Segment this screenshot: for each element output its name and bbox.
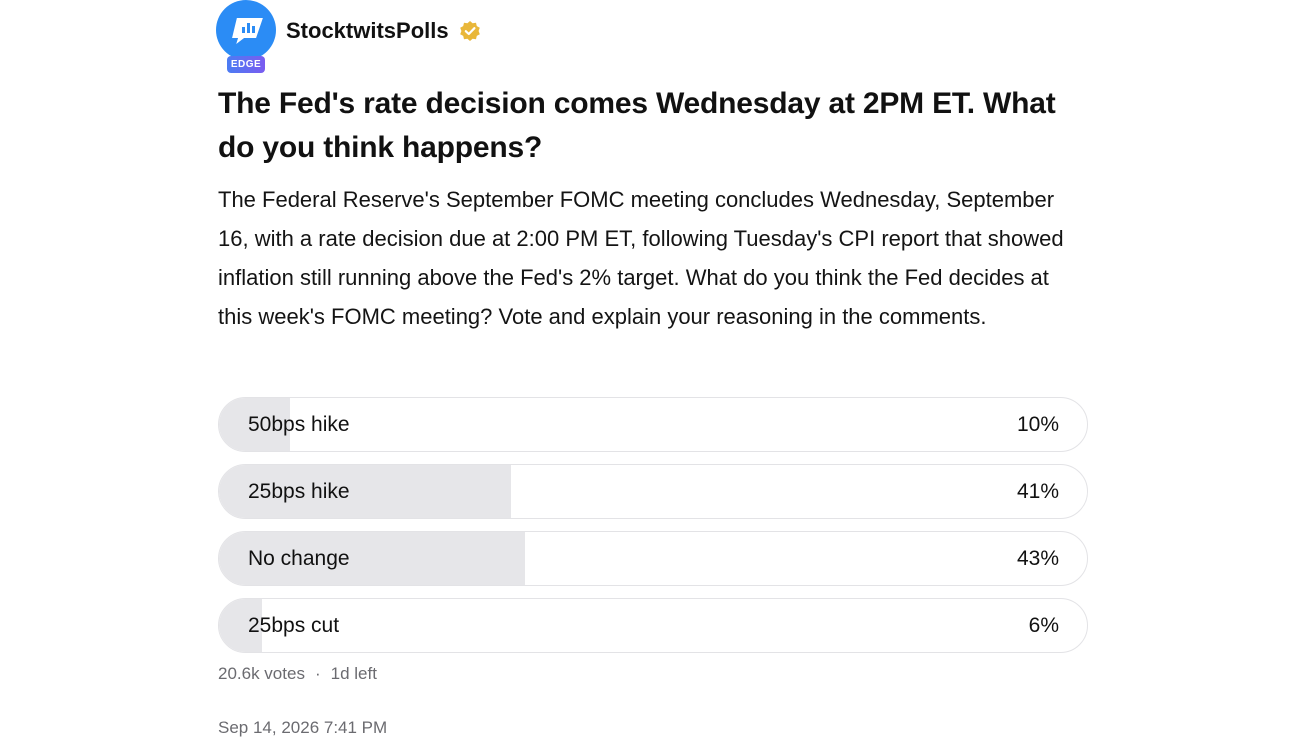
post-title: The Fed's rate decision comes Wednesday … [218, 87, 1056, 164]
meta-separator: · [314, 664, 321, 683]
time-left: 1d left [330, 664, 377, 683]
edge-badge: EDGE [227, 56, 265, 73]
stocktwits-chat-bubble-icon [216, 0, 276, 60]
poll-option-percent: 10% [1016, 412, 1059, 436]
poll-meta: 20.6k votes · 1d left [218, 664, 377, 684]
poll-option-fill [219, 465, 511, 518]
poll-option[interactable]: No change 43% [218, 531, 1088, 586]
poll-option-percent: 41% [1016, 479, 1059, 503]
poll-option[interactable]: 50bps hike 10% [218, 397, 1088, 452]
poll-option-fill [219, 599, 262, 652]
poll-option-label: 25bps hike [248, 479, 350, 503]
username[interactable]: StocktwitsPolls [286, 18, 449, 43]
poll-option-label: No change [248, 546, 350, 570]
verified-check-icon [459, 20, 481, 42]
poll-option-label: 50bps hike [248, 412, 350, 436]
poll-option[interactable]: 25bps hike 41% [218, 464, 1088, 519]
post-description: The Federal Reserve's September FOMC mee… [218, 187, 1064, 329]
poll-option-percent: 43% [1016, 546, 1059, 570]
username-row: StocktwitsPolls [286, 16, 481, 46]
poll-post: EDGE StocktwitsPolls The Fed's rate deci… [216, 0, 1088, 737]
post-timestamp[interactable]: Sep 14, 2026 7:41 PM [218, 718, 388, 737]
vote-count: 20.6k votes [218, 664, 305, 683]
poll-option-label: 25bps cut [248, 613, 340, 637]
poll-option-fill [219, 532, 526, 585]
poll-option[interactable]: 25bps cut 6% [218, 598, 1088, 653]
poll-options: 50bps hike 10% 25bps hike 41% No change … [218, 397, 1088, 665]
poll-option-fill [219, 398, 291, 451]
poll-option-percent: 6% [1028, 613, 1059, 637]
post-header: EDGE StocktwitsPolls [216, 0, 1088, 78]
avatar[interactable]: EDGE [216, 0, 276, 73]
